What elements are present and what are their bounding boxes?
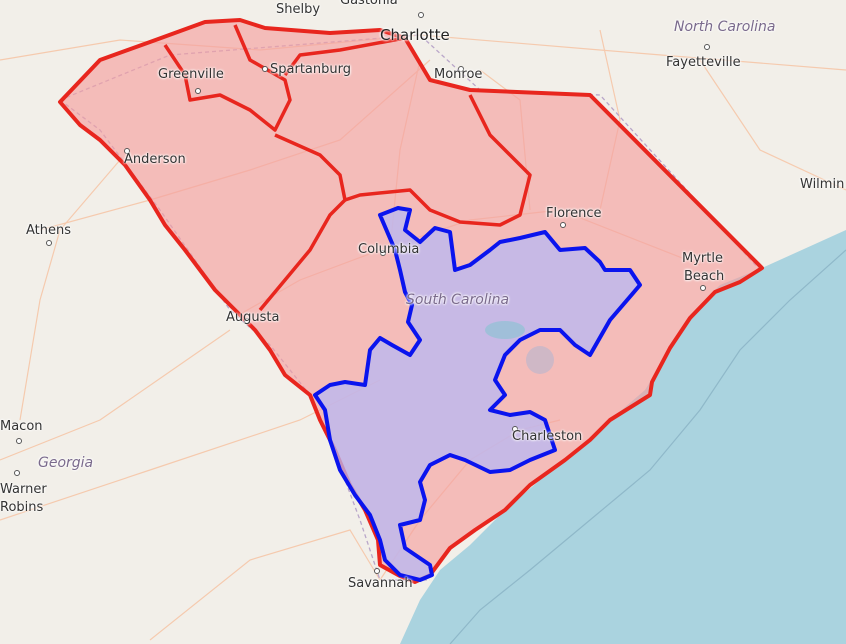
label-columbia: Columbia <box>358 242 420 257</box>
label-macon: Macon <box>0 419 43 434</box>
myrtle-beach-dot <box>700 285 706 291</box>
label-warner-robins-1: Warner <box>0 482 47 497</box>
label-myrtle-beach-1: Myrtle <box>682 251 723 266</box>
fayetteville-dot <box>704 44 710 50</box>
label-savannah: Savannah <box>348 576 413 591</box>
label-athens: Athens <box>26 223 72 238</box>
spartanburg-dot <box>262 66 268 72</box>
augusta-dot <box>244 318 250 324</box>
monroe-dot <box>458 66 464 72</box>
label-myrtle-beach-2: Beach <box>684 269 725 284</box>
label-gastonia: Gastonia <box>340 0 398 8</box>
label-shelby: Shelby <box>276 2 321 17</box>
blue-region[interactable] <box>313 206 642 582</box>
charlotte-dot <box>418 12 424 18</box>
label-fayetteville: Fayetteville <box>666 55 741 70</box>
label-florence: Florence <box>546 206 602 221</box>
label-augusta: Augusta <box>226 310 280 325</box>
anderson-dot <box>124 148 130 154</box>
label-spartanburg: Spartanburg <box>270 62 351 77</box>
label-wilmington: Wilmin <box>800 177 845 192</box>
savannah-dot <box>374 568 380 574</box>
label-greenville: Greenville <box>158 67 224 82</box>
florence-dot <box>560 222 566 228</box>
label-charleston: Charleston <box>512 429 583 444</box>
label-north-carolina: North Carolina <box>674 19 776 35</box>
label-anderson: Anderson <box>124 152 186 167</box>
red-region-borders <box>163 24 532 312</box>
greenville-dot <box>195 88 201 94</box>
label-monroe: Monroe <box>434 67 483 82</box>
lake-marion <box>485 321 525 339</box>
coastal-shelf <box>449 249 846 644</box>
label-georgia: Georgia <box>38 455 94 471</box>
atlantic-ocean <box>400 230 846 644</box>
macon-dot <box>16 438 22 444</box>
warner-robins-dot <box>14 470 20 476</box>
athens-dot <box>46 240 52 246</box>
label-south-carolina: South Carolina <box>406 292 510 308</box>
charleston-area <box>526 346 554 374</box>
columbia-dot <box>380 250 386 256</box>
label-charlotte: Charlotte <box>380 26 450 44</box>
label-warner-robins-2: Robins <box>0 500 44 515</box>
charleston-dot <box>512 426 518 432</box>
